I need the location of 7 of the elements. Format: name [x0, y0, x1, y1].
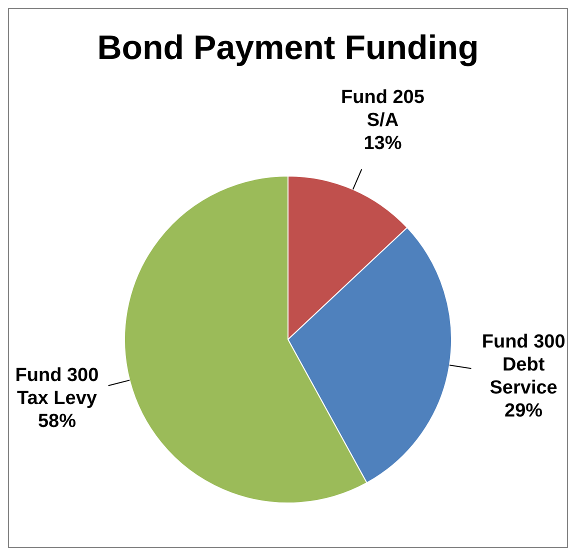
data-label: 13% — [364, 132, 402, 154]
chart-title: Bond Payment Funding — [96, 28, 480, 69]
data-label: 58% — [38, 411, 76, 432]
slice-label: Fund 300 Tax Levy — [15, 365, 99, 410]
data-label: 29% — [504, 400, 543, 422]
slice-label: Fund 205 S/A — [341, 86, 425, 131]
slice-label: Fund 300 Debt Service — [482, 332, 566, 399]
